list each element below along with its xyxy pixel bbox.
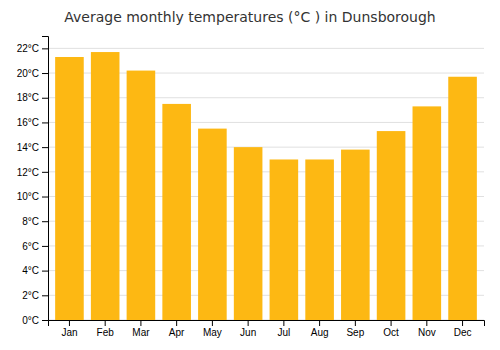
x-tick-label: Apr — [169, 327, 185, 338]
y-tick: 4°C — [22, 265, 48, 276]
x-tick: May — [203, 320, 222, 338]
x-tick-mark — [248, 320, 249, 326]
y-tick-label: 12°C — [17, 167, 39, 178]
x-tick-label: Nov — [418, 327, 436, 338]
y-tick-mark — [42, 320, 48, 321]
y-tick-mark — [42, 197, 48, 198]
x-tick: Dec — [454, 320, 472, 338]
x-tick-mark — [426, 320, 427, 326]
y-tick: 14°C — [17, 142, 48, 153]
y-tick-label: 14°C — [17, 142, 39, 153]
x-tick-label: Jul — [277, 327, 290, 338]
x-tick-mark — [462, 320, 463, 326]
bar — [448, 77, 477, 320]
grid-line — [48, 48, 484, 49]
x-tick: Apr — [169, 320, 185, 338]
x-tick-label: Jun — [240, 327, 256, 338]
x-tick-mark — [283, 320, 284, 326]
y-tick-label: 16°C — [17, 117, 39, 128]
y-tick-label: 0°C — [22, 315, 39, 326]
y-tick-mark — [42, 48, 48, 49]
x-tick: Mar — [132, 320, 150, 338]
x-tick-mark — [212, 320, 213, 326]
y-tick-label: 8°C — [22, 216, 39, 227]
y-axis-line — [42, 37, 49, 321]
bar — [270, 159, 299, 320]
bar — [234, 147, 263, 320]
y-tick: 20°C — [17, 68, 48, 79]
x-tick-mark — [140, 320, 141, 326]
x-tick-label: Sep — [346, 327, 364, 338]
y-tick-label: 22°C — [17, 43, 39, 54]
y-tick: 2°C — [22, 290, 48, 301]
y-tick-mark — [42, 246, 48, 247]
bar — [162, 104, 191, 320]
y-tick: 22°C — [17, 43, 48, 54]
x-tick-mark — [176, 320, 177, 326]
x-tick: Oct — [383, 320, 399, 338]
x-tick-mark — [391, 320, 392, 326]
x-tick-label: May — [203, 327, 222, 338]
x-tick-label: Mar — [132, 327, 150, 338]
y-tick-label: 18°C — [17, 92, 39, 103]
bar — [91, 52, 120, 320]
x-tick: Jun — [240, 320, 256, 338]
x-tick-mark — [105, 320, 106, 326]
y-tick-mark — [42, 73, 48, 74]
bar — [198, 129, 227, 320]
bar — [305, 159, 334, 320]
y-tick: 12°C — [17, 167, 48, 178]
x-axis-line — [49, 321, 485, 327]
x-tick-mark — [69, 320, 70, 326]
x-tick: Aug — [311, 320, 329, 338]
y-tick: 18°C — [17, 92, 48, 103]
y-tick-label: 2°C — [22, 290, 39, 301]
x-tick: Feb — [97, 320, 115, 338]
y-tick: 6°C — [22, 241, 48, 252]
x-axis: Jan Feb Mar Apr May Jun Jul Aug Sep Oct Nov Dec — [49, 320, 485, 338]
chart: 0°C 2°C 4°C 6°C 8°C 10°C 12°C 14°C 16°C 18°C 20°C 2… — [0, 0, 500, 350]
y-tick-mark — [42, 172, 48, 173]
x-tick-label: Oct — [383, 327, 399, 338]
x-tick-label: Aug — [311, 327, 329, 338]
x-tick: Sep — [346, 320, 364, 338]
y-tick: 16°C — [17, 117, 48, 128]
y-tick-mark — [42, 122, 48, 123]
x-tick-label: Feb — [97, 327, 115, 338]
x-tick: Nov — [418, 320, 436, 338]
y-tick-label: 20°C — [17, 68, 39, 79]
x-tick: Jan — [61, 320, 77, 338]
x-tick-mark — [355, 320, 356, 326]
y-tick-label: 4°C — [22, 265, 39, 276]
x-tick: Jul — [277, 320, 290, 338]
x-tick-label: Jan — [61, 327, 77, 338]
bar — [377, 131, 406, 320]
plot: 0°C 2°C 4°C 6°C 8°C 10°C 12°C 14°C 16°C 18°C 20°C 2… — [17, 37, 485, 339]
y-tick: 0°C — [22, 315, 48, 326]
y-tick: 10°C — [17, 191, 48, 202]
bar — [127, 71, 156, 320]
y-tick-mark — [42, 295, 48, 296]
x-tick-mark — [319, 320, 320, 326]
y-tick-label: 10°C — [17, 191, 39, 202]
bar — [55, 57, 84, 320]
y-tick-mark — [42, 271, 48, 272]
title: Average monthly temperatures (°C ) in Du… — [64, 9, 435, 25]
bar — [341, 150, 370, 320]
y-tick-mark — [42, 221, 48, 222]
bars — [55, 52, 477, 320]
grid — [48, 48, 484, 320]
bar — [413, 106, 442, 320]
y-tick: 8°C — [22, 216, 48, 227]
y-tick-mark — [42, 147, 48, 148]
y-tick-label: 6°C — [22, 241, 39, 252]
x-tick-label: Dec — [454, 327, 472, 338]
y-tick-mark — [42, 98, 48, 99]
y-axis: 0°C 2°C 4°C 6°C 8°C 10°C 12°C 14°C 16°C 18°C 20°C 2… — [17, 37, 49, 326]
